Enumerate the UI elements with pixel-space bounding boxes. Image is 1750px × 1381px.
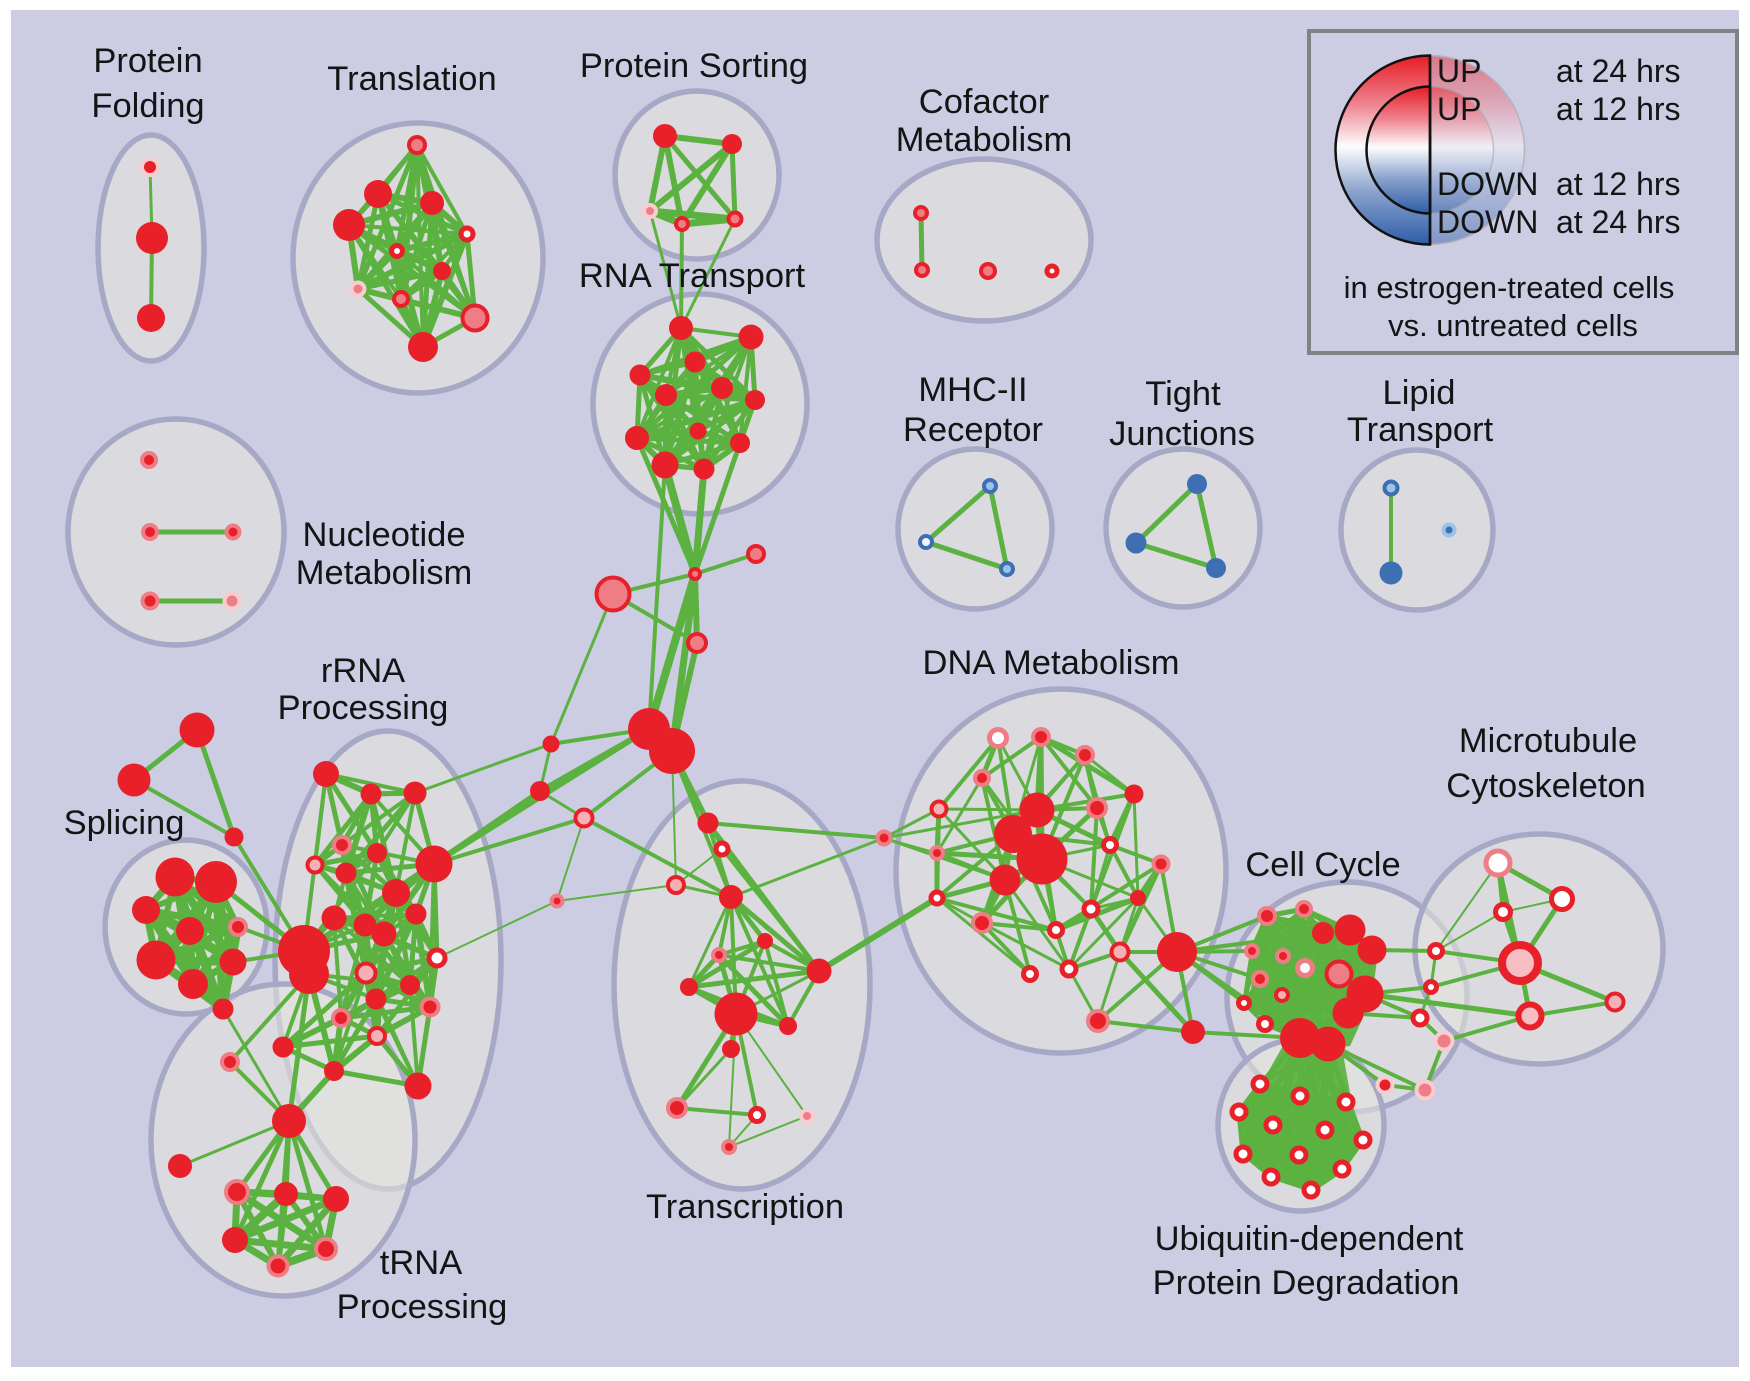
svg-text:at 12 hrs: at 12 hrs xyxy=(1556,166,1681,202)
svg-text:Cytoskeleton: Cytoskeleton xyxy=(1446,767,1645,805)
svg-text:at 24 hrs: at 24 hrs xyxy=(1556,53,1681,89)
svg-text:Protein Degradation: Protein Degradation xyxy=(1153,1264,1460,1302)
svg-text:Transcription: Transcription xyxy=(646,1188,844,1226)
svg-text:rRNA: rRNA xyxy=(321,652,405,690)
svg-text:Protein: Protein xyxy=(93,42,202,80)
svg-text:MHC-II: MHC-II xyxy=(918,371,1027,409)
svg-text:DOWN: DOWN xyxy=(1437,204,1538,240)
svg-text:DOWN: DOWN xyxy=(1437,166,1538,202)
svg-text:Nucleotide: Nucleotide xyxy=(302,516,465,554)
svg-text:tRNA: tRNA xyxy=(380,1244,462,1282)
svg-text:Folding: Folding xyxy=(91,87,204,125)
svg-text:Receptor: Receptor xyxy=(903,411,1043,449)
svg-text:Transport: Transport xyxy=(1347,411,1494,449)
svg-text:at 12 hrs: at 12 hrs xyxy=(1556,91,1681,127)
svg-text:Junctions: Junctions xyxy=(1109,415,1255,453)
svg-text:Protein Sorting: Protein Sorting xyxy=(580,47,808,85)
svg-text:DNA Metabolism: DNA Metabolism xyxy=(923,644,1180,682)
svg-text:RNA Transport: RNA Transport xyxy=(579,257,806,295)
svg-text:UP: UP xyxy=(1437,91,1481,127)
svg-text:Processing: Processing xyxy=(337,1288,508,1326)
svg-text:Ubiquitin-dependent: Ubiquitin-dependent xyxy=(1155,1220,1464,1258)
svg-text:at 24 hrs: at 24 hrs xyxy=(1556,204,1681,240)
svg-text:Metabolism: Metabolism xyxy=(296,554,472,592)
svg-text:in estrogen-treated cells: in estrogen-treated cells xyxy=(1344,270,1675,305)
svg-text:Translation: Translation xyxy=(327,60,496,98)
svg-text:UP: UP xyxy=(1437,53,1481,89)
svg-text:Cell Cycle: Cell Cycle xyxy=(1245,846,1400,884)
svg-text:Metabolism: Metabolism xyxy=(896,121,1072,159)
svg-text:vs. untreated cells: vs. untreated cells xyxy=(1388,308,1638,343)
svg-text:Microtubule: Microtubule xyxy=(1459,722,1637,760)
svg-text:Processing: Processing xyxy=(278,689,449,727)
svg-text:Tight: Tight xyxy=(1145,375,1221,413)
svg-text:Splicing: Splicing xyxy=(64,804,185,842)
svg-text:Lipid: Lipid xyxy=(1383,374,1456,412)
svg-text:Cofactor: Cofactor xyxy=(919,83,1049,121)
